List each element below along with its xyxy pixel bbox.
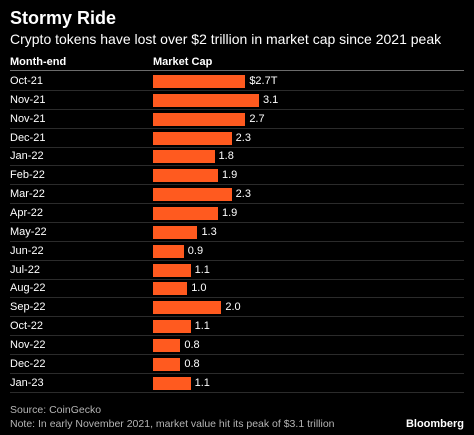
category-label: Jun-22: [10, 244, 44, 257]
value-label: 1.1: [194, 263, 210, 276]
category-label: Nov-21: [10, 112, 46, 125]
row-divider: [10, 240, 464, 242]
bar: [153, 112, 246, 126]
table-row: Feb-22 1.9: [0, 166, 474, 186]
row-divider: [10, 221, 464, 223]
category-label: Nov-21: [10, 93, 46, 106]
bar: [153, 206, 218, 220]
category-label: Jan-23: [10, 376, 44, 389]
table-row: Nov-21 3.1: [0, 91, 474, 110]
table-row: Jun-22 0.9: [0, 242, 474, 261]
row-divider: [10, 146, 464, 148]
row-divider: [10, 391, 464, 393]
row-divider: [10, 90, 464, 91]
row-divider: [10, 297, 464, 299]
category-label: May-22: [10, 225, 47, 238]
value-label: 3.1: [263, 93, 279, 106]
table-row: Oct-21 $2.7T: [0, 72, 474, 91]
value-label: 1.9: [221, 169, 238, 182]
bar: [153, 244, 184, 258]
bar: [153, 376, 191, 390]
bar: [153, 338, 181, 352]
row-divider: [10, 278, 464, 280]
row-divider: [10, 203, 464, 205]
table-row: May-22 1.3: [0, 223, 474, 242]
bar: [153, 225, 198, 239]
bloomberg-logo: Bloomberg: [405, 418, 464, 430]
table-row: Sep-22 2.0: [0, 298, 474, 318]
category-label: Dec-22: [10, 357, 46, 370]
bar: [153, 75, 246, 88]
table-row: Aug-22 1.0: [0, 279, 474, 299]
header-divider: [10, 70, 464, 71]
category-label: Dec-21: [10, 131, 46, 144]
category-label: Aug-22: [10, 282, 46, 295]
bar-chart-rows: Oct-21 $2.7T Nov-21 3.1 Nov-21 2.7 Dec-21 2.3 Ja…: [0, 72, 474, 393]
footnote: Note: In early November 2021, market val…: [10, 418, 335, 430]
value-label: 2.3: [235, 131, 251, 144]
table-row: Jan-23 1.1: [0, 374, 474, 393]
row-divider: [10, 165, 464, 167]
table-row: Mar-22 2.3: [0, 185, 474, 205]
bar: [153, 131, 232, 145]
category-label: Mar-22: [10, 188, 45, 201]
row-divider: [10, 127, 464, 129]
value-label: $2.7T: [249, 75, 278, 87]
value-label: 1.9: [221, 206, 238, 219]
bar: [153, 169, 218, 183]
table-row: Dec-21 2.3: [0, 129, 474, 148]
value-label: 1.3: [201, 225, 217, 238]
category-label: Nov-22: [10, 338, 46, 351]
bar: [153, 320, 191, 334]
value-label: 1.8: [218, 150, 234, 163]
value-label: 0.9: [187, 244, 204, 257]
table-row: Dec-22 0.8: [0, 355, 474, 374]
value-label: 1.1: [194, 376, 210, 389]
table-row: Oct-22 1.1: [0, 317, 474, 337]
chart-subtitle: Crypto tokens have lost over $2 trillion…: [10, 31, 442, 47]
row-divider: [10, 335, 464, 337]
bar: [153, 301, 222, 315]
bar: [153, 357, 181, 371]
table-row: Nov-22 0.8: [0, 336, 474, 355]
bar: [153, 282, 188, 296]
source-note: Source: CoinGecko: [10, 404, 102, 416]
value-label: 2.7: [249, 112, 265, 125]
bar: [153, 93, 259, 107]
row-divider: [10, 372, 464, 374]
bar: [153, 150, 215, 164]
row-divider: [10, 353, 464, 355]
category-label: Jan-22: [10, 150, 44, 163]
value-label: 0.8: [184, 357, 200, 370]
table-row: Nov-21 2.7: [0, 110, 474, 129]
row-divider: [10, 316, 464, 318]
value-label: 1.1: [194, 320, 210, 333]
row-divider: [10, 184, 464, 186]
value-label: 1.0: [191, 282, 207, 295]
category-label: Feb-22: [10, 169, 45, 182]
category-label: Oct-22: [10, 320, 44, 333]
category-label: Sep-22: [10, 301, 46, 314]
value-label: 2.3: [235, 188, 251, 201]
bar: [153, 263, 191, 277]
category-label: Apr-22: [10, 206, 44, 219]
chart-title: Stormy Ride: [10, 8, 117, 28]
value-label: 0.8: [184, 338, 200, 351]
value-column-header: Market Cap: [153, 56, 213, 68]
value-label: 2.0: [225, 301, 241, 314]
bar: [153, 188, 232, 202]
category-column-header: Month-end: [10, 56, 67, 68]
category-label: Jul-22: [10, 263, 40, 276]
table-row: Jul-22 1.1: [0, 261, 474, 280]
table-row: Jan-22 1.8: [0, 147, 474, 167]
row-divider: [10, 259, 464, 261]
row-divider: [10, 108, 464, 110]
table-row: Apr-22 1.9: [0, 204, 474, 223]
category-label: Oct-21: [10, 75, 44, 87]
